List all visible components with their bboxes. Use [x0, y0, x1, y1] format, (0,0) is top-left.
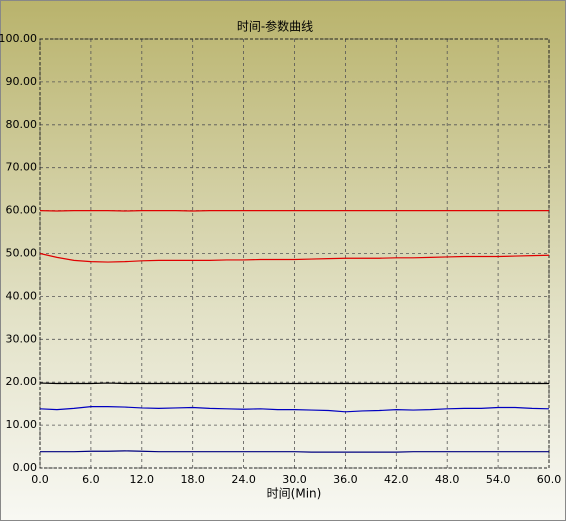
y-tick-label: 20.00 — [6, 375, 38, 388]
x-tick-label: 24.0 — [231, 473, 256, 486]
series-line — [40, 450, 549, 453]
y-tick-label: 60.00 — [6, 204, 38, 217]
y-tick-label: 0.00 — [13, 461, 38, 474]
x-tick-label: 42.0 — [384, 473, 409, 486]
y-tick-label: 80.00 — [6, 118, 38, 131]
x-tick-label: 60.0 — [537, 473, 562, 486]
series-line — [39, 406, 550, 413]
series-line — [39, 252, 550, 263]
y-tick-label: 50.00 — [6, 247, 38, 260]
y-tick-label: 10.00 — [6, 418, 38, 431]
y-tick-label: 40.00 — [6, 289, 38, 302]
x-tick-label: 30.0 — [282, 473, 307, 486]
x-tick-label: 54.0 — [486, 473, 511, 486]
x-tick-label: 18.0 — [180, 473, 205, 486]
x-tick-label: 48.0 — [435, 473, 460, 486]
y-tick-label: 90.00 — [6, 75, 38, 88]
x-tick-label: 12.0 — [130, 473, 155, 486]
x-tick-label: 0.0 — [31, 473, 49, 486]
x-axis-label: 时间(Min) — [267, 487, 322, 501]
y-tick-label: 30.00 — [6, 332, 38, 345]
x-tick-label: 36.0 — [333, 473, 358, 486]
y-tick-label: 100.00 — [0, 32, 37, 45]
x-tick-label: 6.0 — [82, 473, 100, 486]
y-tick-label: 70.00 — [6, 161, 38, 174]
chart-title: 时间-参数曲线 — [237, 19, 313, 34]
